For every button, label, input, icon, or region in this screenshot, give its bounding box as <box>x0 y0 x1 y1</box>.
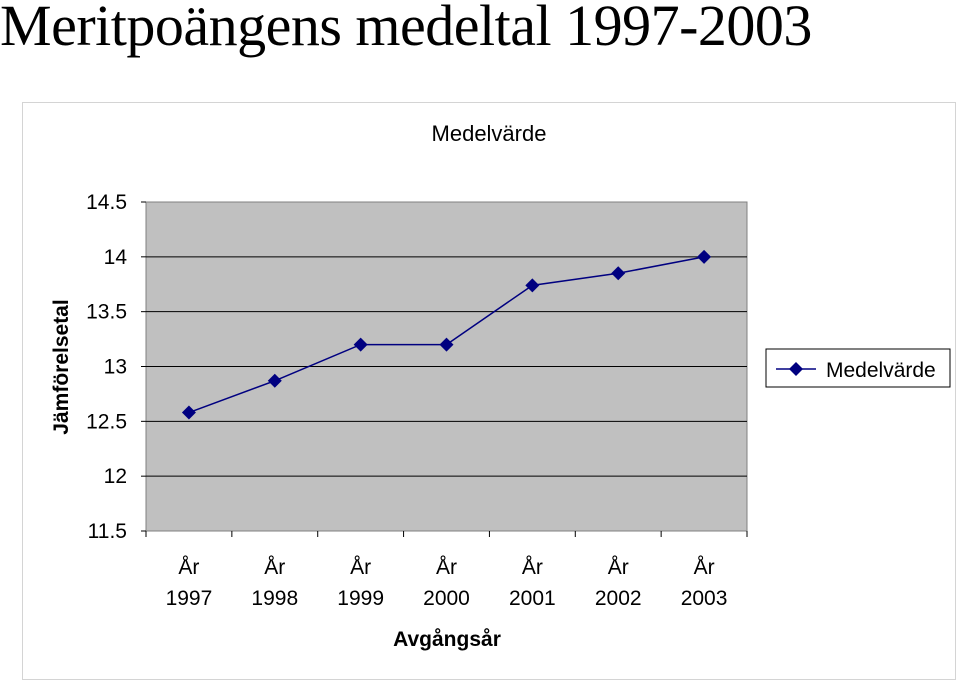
data-point <box>611 266 626 281</box>
x-tick-label-line: År <box>608 556 629 579</box>
x-axis-label: Avgångsår <box>393 628 501 651</box>
data-point <box>353 337 368 352</box>
legend-label: Medelvärde <box>826 359 936 382</box>
x-tick-label-line: 2001 <box>509 587 556 610</box>
y-tick-label: 14 <box>104 246 128 269</box>
chart-title: Medelvärde <box>432 121 547 146</box>
y-tick-label: 13.5 <box>86 301 127 324</box>
x-tick-label-line: År <box>436 556 457 579</box>
x-tick-label-line: 1999 <box>337 587 384 610</box>
x-tick-label: År 2000 <box>423 556 470 610</box>
x-tick-label: År 1999 <box>337 556 384 610</box>
x-tick-label: År 2003 <box>681 556 728 610</box>
legend: Medelvärde <box>765 348 951 388</box>
x-tick-label: År 1998 <box>251 556 298 610</box>
y-tick-label: 14.5 <box>86 191 127 214</box>
data-point <box>697 249 712 264</box>
x-tick-label: År 2001 <box>509 556 556 610</box>
x-tick-label: År 1997 <box>166 556 213 610</box>
legend-marker <box>789 362 803 376</box>
data-point <box>525 278 540 293</box>
data-point <box>267 373 282 388</box>
y-axis-ticks: 11.5 12 12.5 13 13.5 14 14.5 <box>86 191 146 543</box>
data-point <box>439 337 454 352</box>
x-tick-label-line: 1998 <box>251 587 298 610</box>
y-tick-label: 12 <box>104 465 127 488</box>
x-tick-label: År 2002 <box>595 556 642 610</box>
page-title: Meritpoängens medeltal 1997-2003 <box>0 0 812 58</box>
y-tick-label: 13 <box>104 356 127 379</box>
x-tick-label-line: År <box>264 556 285 579</box>
y-tick-label: 12.5 <box>86 410 127 433</box>
data-point <box>181 405 196 420</box>
x-tick-label-line: 2003 <box>681 587 728 610</box>
x-tick-label-line: År <box>350 556 371 579</box>
x-tick-label-line: 1997 <box>166 587 213 610</box>
chart-frame <box>22 102 956 680</box>
x-tick-label-line: 2000 <box>423 587 470 610</box>
y-axis-label: Jämförelsetal <box>50 299 73 434</box>
x-tick-label-line: År <box>522 556 543 579</box>
x-tick-label-line: År <box>178 556 199 579</box>
x-tick-label-line: År <box>694 556 715 579</box>
x-axis-ticks: År 1997 År 1998 År 1999 År 2000 År 2001 År 2002 År 20… <box>145 531 748 610</box>
gridlines <box>146 256 747 477</box>
y-tick-label: 11.5 <box>88 520 127 543</box>
series-medelvarde <box>181 249 712 420</box>
x-tick-label-line: 2002 <box>595 587 642 610</box>
